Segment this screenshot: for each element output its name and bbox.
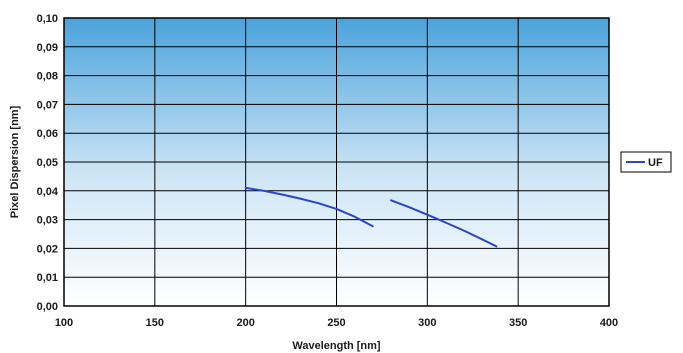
- x-tick-label: 150: [146, 317, 164, 329]
- y-tick-label: 0,10: [37, 13, 58, 25]
- y-tick-label: 0,09: [37, 42, 58, 54]
- legend-label-uf: UF: [648, 157, 663, 169]
- x-tick-labels: 100 150 200 250 300 350 400: [55, 317, 618, 329]
- x-tick-label: 200: [236, 317, 254, 329]
- x-axis-title: Wavelength [nm]: [292, 340, 381, 352]
- y-tick-label: 0,07: [37, 99, 58, 111]
- x-tick-label: 100: [55, 317, 73, 329]
- y-tick-labels: 0,00 0,01 0,02 0,03 0,04 0,05 0,06 0,07 0,08 0,09…: [37, 13, 59, 313]
- series-line-uf: [244, 186, 374, 228]
- x-tick-label: 400: [600, 317, 618, 329]
- x-tick-label: 350: [509, 317, 527, 329]
- y-tick-label: 0,01: [37, 272, 58, 284]
- y-tick-label: 0,04: [37, 186, 59, 198]
- y-tick-label: 0,03: [37, 215, 58, 227]
- y-axis-title: Pixel Dispersion [nm]: [9, 105, 21, 218]
- x-tick-label: 300: [418, 317, 436, 329]
- legend: UF: [620, 151, 672, 173]
- series-line-uf: [390, 199, 498, 248]
- x-tick-label: 250: [327, 317, 345, 329]
- legend-box: [620, 151, 672, 173]
- y-tick-label: 0,00: [37, 301, 58, 313]
- plot-frame: [63, 17, 610, 307]
- y-tick-label: 0,02: [37, 243, 58, 255]
- series-layer: [244, 186, 498, 248]
- y-tick-label: 0,05: [37, 157, 58, 169]
- y-tick-label: 0,06: [37, 128, 58, 140]
- y-tick-label: 0,08: [37, 71, 58, 83]
